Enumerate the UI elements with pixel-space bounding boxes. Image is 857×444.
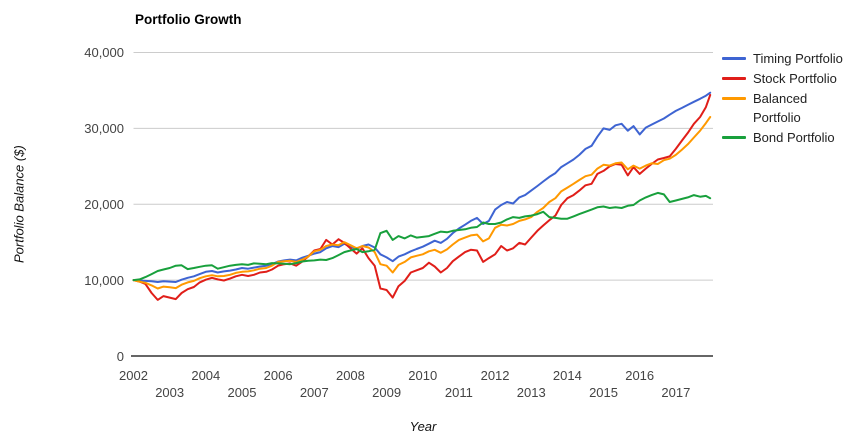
series-line-timing-portfolio	[132, 91, 712, 283]
x-tick-label: 2005	[227, 385, 257, 400]
x-tick-label: 2009	[372, 385, 402, 400]
legend-item-balanced-portfolio: Balanced Portfolio	[722, 89, 854, 127]
x-tick-label: 2004	[191, 368, 221, 383]
legend: Timing Portfolio Stock Portfolio Balanced …	[722, 49, 854, 148]
x-tick-label: 2015	[589, 385, 618, 400]
y-tick-label: 10,000	[84, 272, 124, 288]
x-tick-label: 2011	[444, 385, 473, 400]
legend-item-timing-portfolio: Timing Portfolio	[722, 49, 854, 68]
legend-item-bond-portfolio: Bond Portfolio	[722, 128, 854, 147]
y-tick-label: 40,000	[84, 45, 124, 60]
legend-label: Timing Portfolio	[753, 51, 843, 66]
y-axis-title: Portfolio Balance ($)	[11, 145, 27, 263]
x-tick-label: 2017	[661, 385, 691, 400]
x-tick-label: 2002	[119, 368, 148, 383]
x-tick-label: 2006	[263, 368, 293, 383]
x-tick-label: 2012	[480, 368, 510, 383]
legend-swatch-bond-portfolio	[722, 136, 746, 139]
x-tick-label: 2016	[625, 368, 655, 383]
x-tick-label: 2008	[335, 368, 365, 383]
legend-label: Balanced Portfolio	[753, 91, 808, 125]
x-tick-label: 2013	[516, 385, 546, 400]
x-tick-label: 2003	[155, 385, 185, 400]
legend-label: Stock Portfolio	[753, 71, 837, 86]
legend-swatch-stock-portfolio	[722, 77, 746, 80]
series-line-bond-portfolio	[132, 191, 712, 282]
x-tick-label: 2010	[408, 368, 438, 383]
legend-swatch-timing-portfolio	[722, 57, 746, 60]
chart-title: Portfolio Growth	[135, 12, 242, 27]
y-tick-label: 30,000	[84, 120, 124, 136]
series-line-balanced-portfolio	[132, 116, 712, 290]
legend-label: Bond Portfolio	[753, 130, 835, 145]
legend-item-stock-portfolio: Stock Portfolio	[722, 69, 854, 88]
y-tick-label: 20,000	[84, 196, 124, 212]
x-tick-label: 2014	[552, 368, 582, 383]
y-tick-label: 0	[116, 348, 124, 364]
x-tick-label: 2007	[299, 385, 329, 400]
legend-swatch-balanced-portfolio	[722, 97, 746, 100]
x-axis-title: Year	[409, 419, 437, 434]
